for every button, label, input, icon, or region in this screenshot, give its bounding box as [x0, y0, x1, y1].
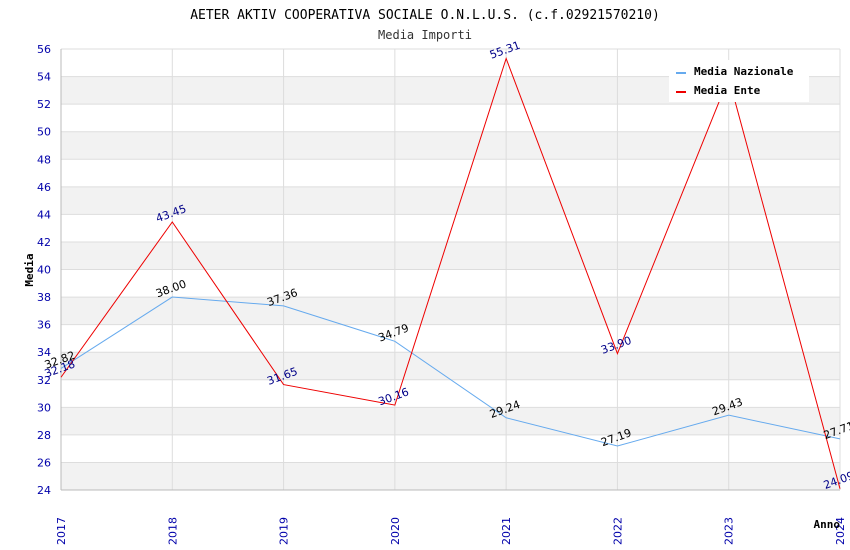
legend-box [669, 60, 809, 102]
grid-band [61, 104, 840, 132]
y-axis-label: Media [23, 253, 36, 286]
grid-band [61, 241, 840, 270]
chart-title: AETER AKTIV COOPERATIVA SOCIALE O.N.L.U.… [190, 8, 660, 23]
y-tick-label: 38 [37, 291, 51, 304]
x-tick-label: 2021 [500, 517, 513, 545]
grid-band [61, 434, 840, 463]
x-tick-label: 2024 [834, 517, 847, 545]
y-tick-label: 26 [37, 456, 51, 469]
x-axis-label: Anno [814, 518, 841, 531]
legend-entry: Media Ente [694, 84, 761, 97]
y-tick-label: 32 [37, 374, 51, 387]
x-tick-label: 2020 [389, 517, 402, 545]
grid-band [61, 131, 840, 160]
y-tick-label: 52 [37, 98, 51, 111]
grid-band [61, 269, 840, 298]
series-line-media-ente [60, 56, 841, 489]
y-tick-label: 40 [37, 264, 51, 277]
y-tick-label: 42 [37, 236, 51, 249]
grid-band [61, 379, 840, 408]
x-tick-label: 2019 [278, 517, 291, 545]
y-tick-label: 46 [37, 181, 51, 194]
grid-band [61, 352, 840, 380]
y-tick-label: 24 [37, 484, 51, 497]
axes [60, 49, 840, 491]
y-axis-ticks: 24 26 28 30 32 34 36 38 40 42 44 46 48 50 52 54 56 [37, 43, 51, 497]
y-tick-label: 30 [37, 401, 51, 414]
y-tick-label: 44 [37, 208, 51, 221]
y-tick-label: 54 [37, 71, 51, 84]
grid-band [61, 159, 840, 187]
grid-band [61, 462, 840, 490]
plot-background-bands [61, 49, 840, 490]
gridlines [60, 48, 841, 491]
y-tick-label: 56 [37, 43, 51, 56]
x-tick-label: 2022 [611, 517, 624, 545]
legend-entry: Media Nazionale [694, 65, 794, 78]
legend: Media Nazionale Media Ente [669, 60, 809, 102]
grid-band [61, 324, 840, 353]
y-tick-label: 34 [37, 346, 51, 359]
y-tick-label: 48 [37, 153, 51, 166]
x-tick-label: 2023 [723, 517, 736, 545]
chart-subtitle: Media Importi [378, 28, 472, 42]
x-tick-label: 2017 [55, 517, 68, 545]
x-axis-ticks: 2017 2018 2019 2020 2021 2022 2023 2024 [55, 517, 847, 545]
grid-band [61, 407, 840, 435]
y-tick-label: 50 [37, 126, 51, 139]
series-lines [60, 56, 841, 489]
grid-band [61, 214, 840, 242]
series-line-media-nazionale [60, 296, 841, 447]
y-tick-label: 36 [37, 319, 51, 332]
grid-band [61, 297, 840, 325]
x-tick-label: 2018 [166, 517, 179, 545]
y-tick-label: 28 [37, 429, 51, 442]
grid-band [61, 186, 840, 215]
